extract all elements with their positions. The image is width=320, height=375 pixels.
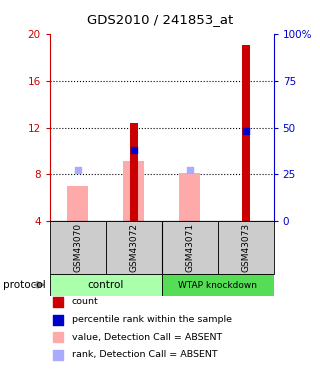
Bar [50,221,106,274]
Point [56,316,61,322]
Bar [67,186,88,221]
Text: WTAP knockdown: WTAP knockdown [178,280,257,290]
Point [187,167,192,173]
Text: control: control [87,280,124,290]
Text: count: count [72,297,99,306]
Point [56,352,61,358]
Text: GSM43070: GSM43070 [73,223,82,272]
Text: value, Detection Call = ABSENT: value, Detection Call = ABSENT [72,333,222,342]
Point [75,167,80,173]
Bar [106,221,162,274]
Bar [179,172,200,221]
Text: rank, Detection Call = ABSENT: rank, Detection Call = ABSENT [72,350,218,359]
Bar [123,162,144,221]
Text: percentile rank within the sample: percentile rank within the sample [72,315,232,324]
Point [56,334,61,340]
Text: GSM43071: GSM43071 [185,223,194,272]
Bar [50,274,162,296]
Bar [162,274,274,296]
Bar [242,45,250,221]
Text: protocol: protocol [3,280,46,290]
Point [131,147,136,153]
Point [243,128,248,134]
Bar [162,221,218,274]
Point [56,299,61,305]
Text: GDS2010 / 241853_at: GDS2010 / 241853_at [87,13,233,26]
Bar [218,221,274,274]
Bar [130,123,138,221]
Text: GSM43072: GSM43072 [129,223,138,272]
Text: GSM43073: GSM43073 [241,223,250,272]
